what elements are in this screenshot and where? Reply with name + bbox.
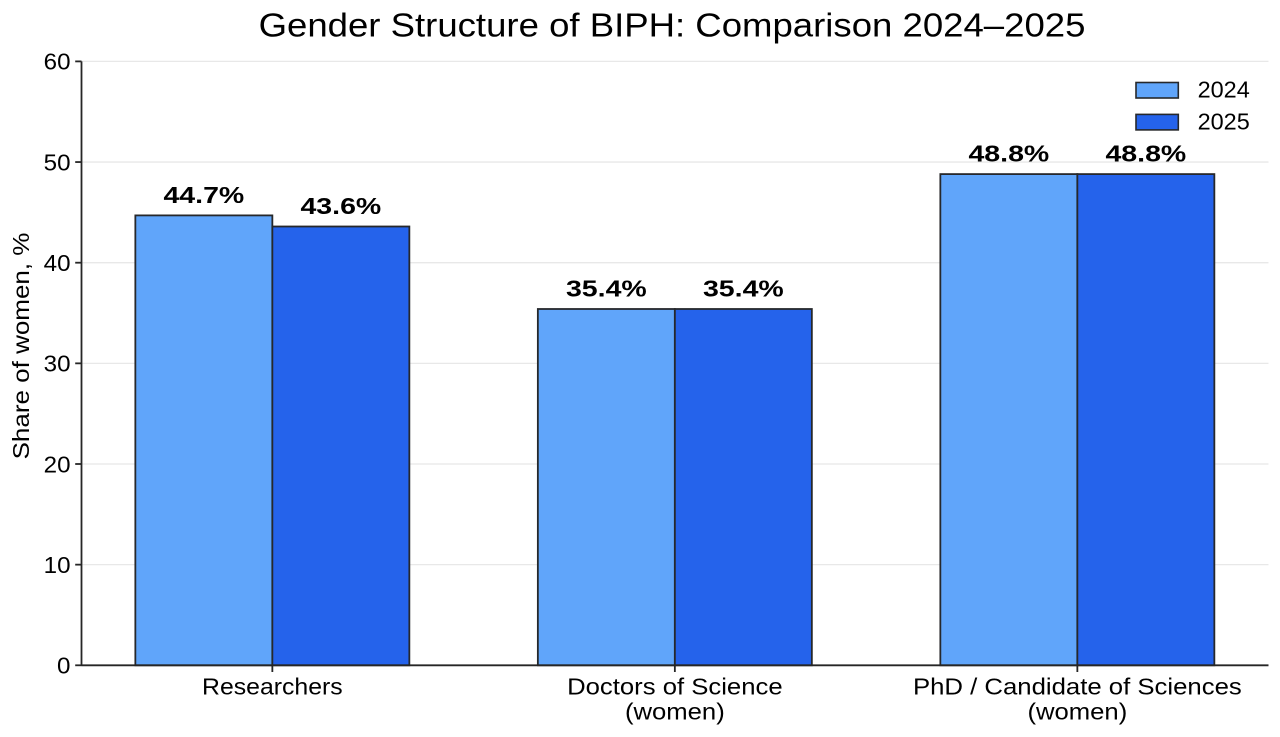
svg-text:(women): (women) <box>1027 699 1127 725</box>
svg-text:30: 30 <box>44 351 71 376</box>
svg-text:43.6%: 43.6% <box>300 195 381 220</box>
svg-text:2025: 2025 <box>1198 109 1250 135</box>
svg-text:48.8%: 48.8% <box>968 142 1049 167</box>
svg-text:Gender Structure of BIPH: Comp: Gender Structure of BIPH: Comparison 202… <box>259 7 1086 44</box>
svg-text:2024: 2024 <box>1198 77 1250 103</box>
svg-text:Share of women, %: Share of women, % <box>9 233 35 460</box>
svg-text:44.7%: 44.7% <box>163 183 244 208</box>
svg-text:48.8%: 48.8% <box>1105 142 1186 167</box>
svg-text:20: 20 <box>44 452 71 477</box>
svg-text:50: 50 <box>44 150 71 175</box>
svg-text:0: 0 <box>57 653 70 678</box>
svg-text:60: 60 <box>44 49 71 74</box>
svg-text:10: 10 <box>44 552 71 577</box>
svg-text:Doctors of Science: Doctors of Science <box>567 675 783 701</box>
svg-text:PhD / Candidate of Sciences: PhD / Candidate of Sciences <box>913 675 1242 701</box>
svg-text:Researchers: Researchers <box>202 674 343 700</box>
svg-text:40: 40 <box>44 251 71 276</box>
svg-text:35.4%: 35.4% <box>703 277 784 302</box>
svg-text:35.4%: 35.4% <box>566 277 647 302</box>
svg-text:(women): (women) <box>625 699 725 725</box>
